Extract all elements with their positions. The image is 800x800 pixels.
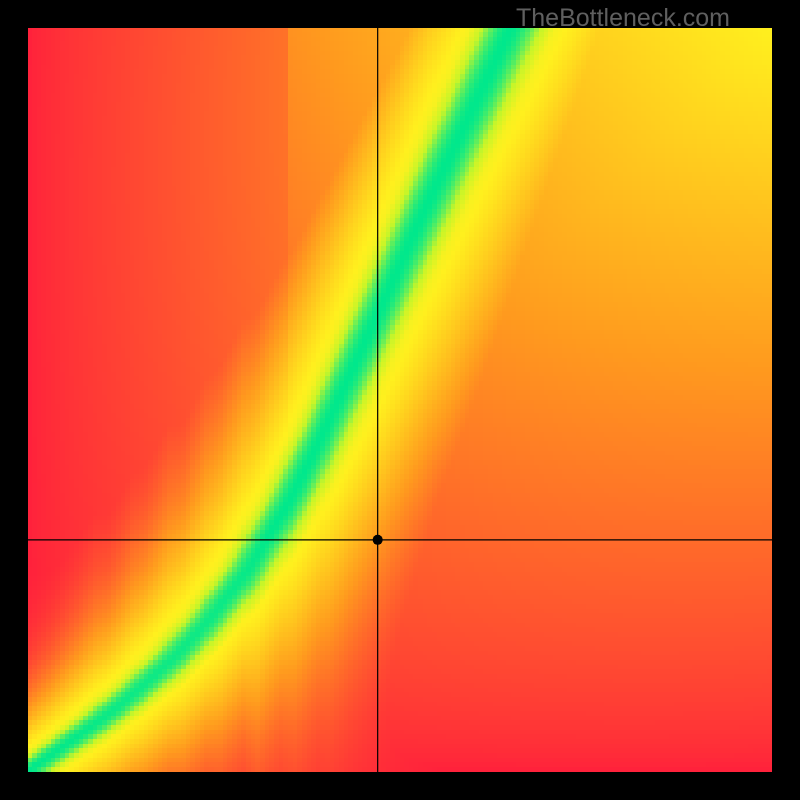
watermark-text: TheBottleneck.com: [516, 4, 730, 33]
heatmap-plot-area: [28, 28, 772, 772]
heatmap-canvas: [28, 28, 772, 772]
